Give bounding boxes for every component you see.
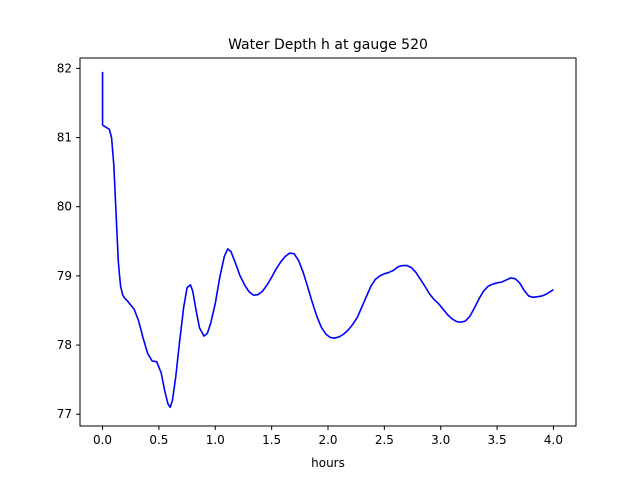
x-axis-label: hours <box>311 456 345 470</box>
x-tick-label: 0.5 <box>149 433 168 447</box>
x-tick-label: 1.5 <box>262 433 281 447</box>
x-tick-label: 2.0 <box>318 433 337 447</box>
x-tick-label: 2.5 <box>375 433 394 447</box>
series-line-0 <box>101 71 554 409</box>
y-tick-label: 78 <box>57 338 72 352</box>
y-tick-label: 82 <box>57 61 72 75</box>
x-tick-label: 0.0 <box>93 433 112 447</box>
chart-title: Water Depth h at gauge 520 <box>228 37 428 53</box>
plot-area: 0.0 0.5 1.0 1.5 2.0 2.5 3.0 3.5 4.0 77 78 79 80 81 82 <box>57 57 577 447</box>
y-tick-label: 79 <box>57 269 72 283</box>
x-tick-label: 1.0 <box>206 433 225 447</box>
x-tick-label: 3.0 <box>431 433 450 447</box>
x-tick-label: 4.0 <box>544 433 563 447</box>
x-tick-label: 3.5 <box>488 433 507 447</box>
y-tick-label: 77 <box>57 407 72 421</box>
y-tick-label: 81 <box>57 131 72 145</box>
y-tick-label: 80 <box>57 200 72 214</box>
